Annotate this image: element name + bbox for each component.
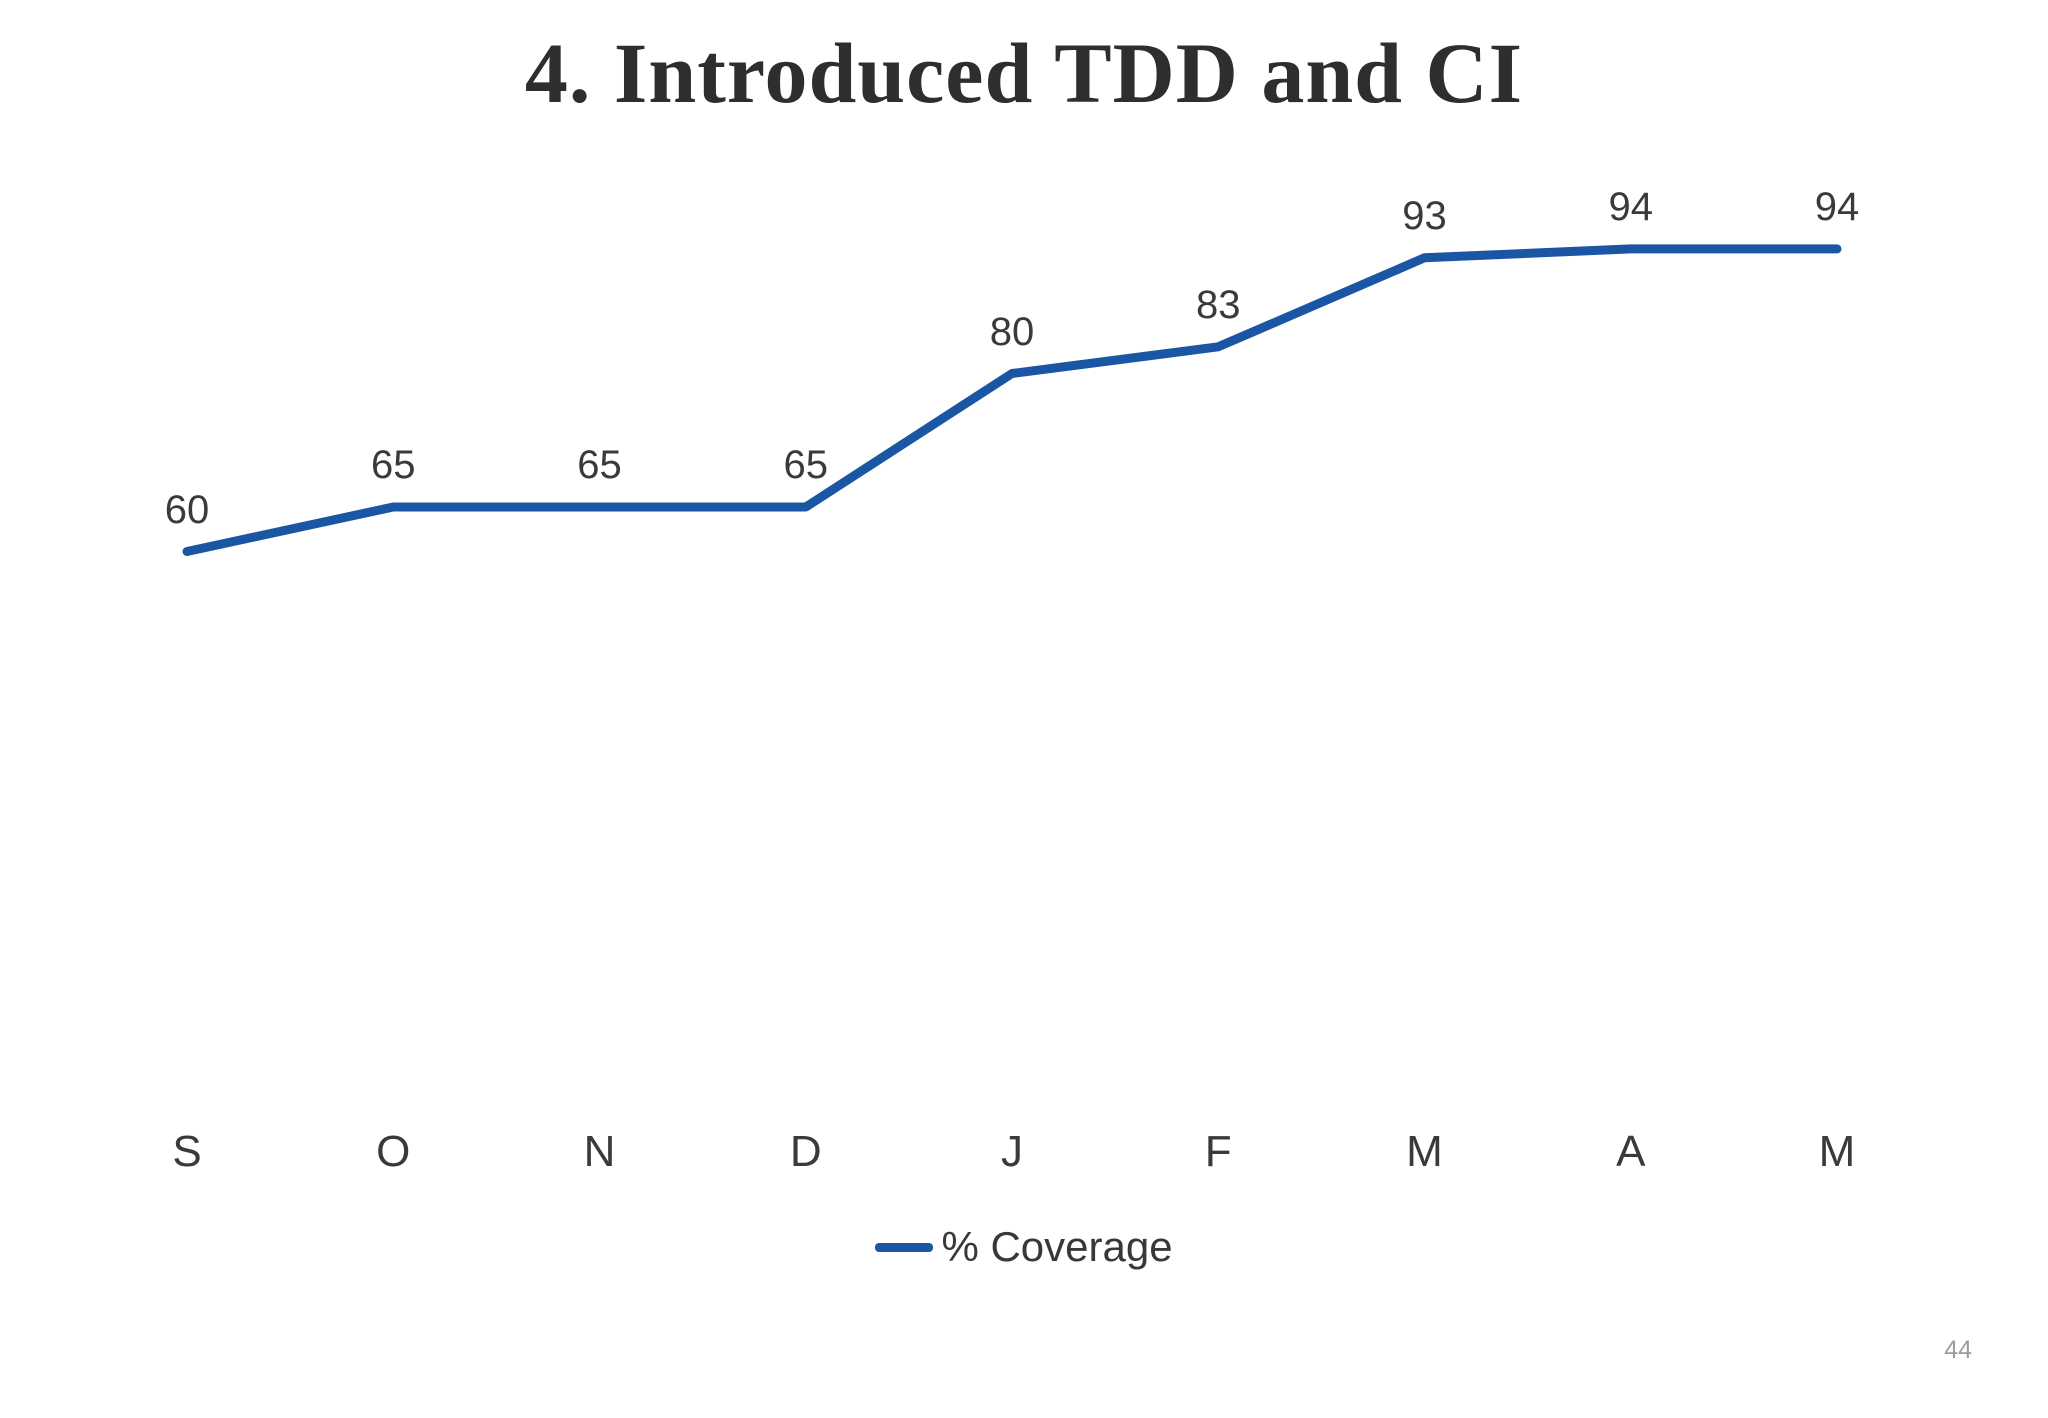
x-axis-label: O <box>376 1127 411 1176</box>
page-number: 44 <box>1944 1336 1972 1364</box>
x-axis-label: M <box>1818 1127 1856 1176</box>
legend-series-label: % Coverage <box>941 1223 1173 1270</box>
chart-legend: % Coverage <box>0 1222 2048 1272</box>
x-axis-label: N <box>583 1127 616 1176</box>
slide-title: 4. Introduced TDD and CI <box>524 25 1524 121</box>
x-axis-label: F <box>1204 1127 1232 1176</box>
data-label: 94 <box>1608 184 1654 229</box>
data-label: 80 <box>989 309 1035 354</box>
data-label: 65 <box>371 443 416 487</box>
data-label: 65 <box>577 443 622 487</box>
x-axis-label: D <box>789 1127 822 1176</box>
data-label: 94 <box>1814 184 1860 229</box>
coverage-series-line <box>182 244 1842 556</box>
data-label: 83 <box>1196 282 1241 327</box>
legend-line-swatch <box>875 1242 934 1252</box>
data-label: 60 <box>164 487 210 532</box>
x-axis-label: J <box>1001 1127 1023 1176</box>
x-axis-label: S <box>172 1127 202 1176</box>
data-label: 93 <box>1402 193 1447 238</box>
x-axis-label: M <box>1406 1127 1443 1176</box>
x-axis-label: A <box>1616 1127 1646 1176</box>
data-label: 65 <box>783 443 829 487</box>
